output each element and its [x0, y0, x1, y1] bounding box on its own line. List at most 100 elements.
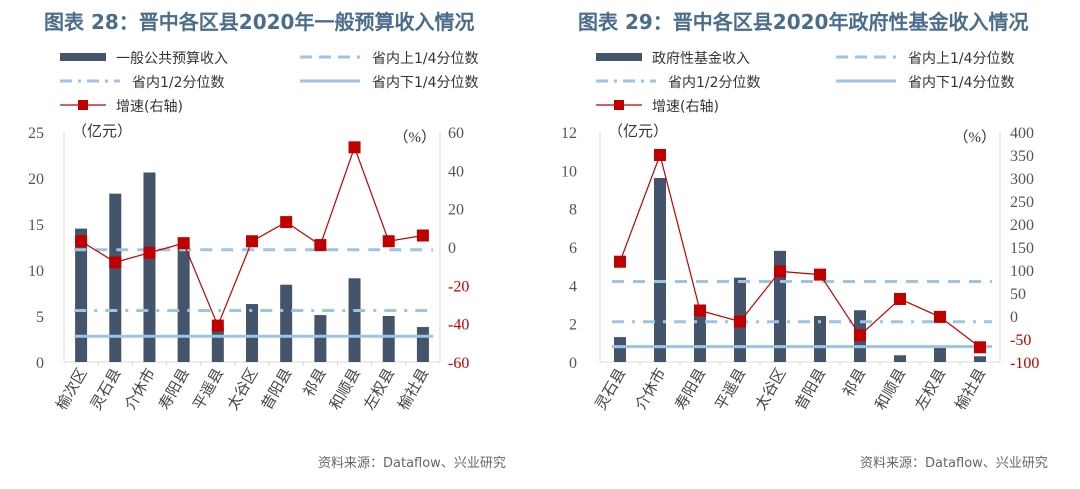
x-tick-label: 祁县: [300, 366, 330, 400]
x-tick-label: 太谷区: [224, 366, 261, 413]
source-note-2: 资料来源：Dataflow、兴业研究: [860, 456, 1048, 471]
growth-marker: [934, 310, 946, 323]
y-tick-label: 20: [28, 171, 44, 188]
y2-tick-label: 40: [448, 163, 464, 180]
x-tick-label: 寿阳县: [672, 366, 709, 413]
x-tick-label: 太谷区: [752, 366, 789, 413]
y-tick-label: 0: [36, 355, 44, 372]
bar: [348, 278, 361, 362]
growth-marker: [854, 329, 866, 342]
y-tick-label: 10: [561, 163, 577, 180]
legend-median-label: 省内1/2分位数: [132, 75, 225, 91]
bar: [143, 172, 156, 362]
legend-lower-label: 省内下1/4分位数: [372, 75, 479, 91]
bar: [109, 193, 122, 362]
chart-title-1: 图表 28：晋中各区县2020年一般预算收入情况: [44, 10, 475, 34]
y-tick-label: 2: [569, 317, 577, 334]
growth-marker: [246, 235, 258, 248]
growth-line: [619, 153, 981, 348]
growth-marker: [382, 235, 395, 248]
bar: [246, 304, 258, 362]
y2-tick-label: 350: [1010, 148, 1034, 165]
x-tick-label: 平遥县: [712, 366, 749, 413]
x-tick-label: 介休市: [632, 366, 669, 413]
y-tick-label: 0: [569, 355, 577, 372]
growth-marker: [280, 216, 293, 229]
growth-marker: [211, 319, 224, 332]
chart-title-2: 图表 29：晋中各区县2020年政府性基金收入情况: [578, 10, 1029, 34]
growth-marker: [614, 255, 626, 268]
legend-bar-swatch: [596, 53, 642, 61]
legend-upper-label: 省内上1/4分位数: [372, 51, 479, 67]
x-tick-label: 祁县: [840, 366, 870, 400]
x-tick-label: 灵石县: [592, 366, 629, 413]
x-tick-label: 左权县: [361, 366, 398, 413]
y2-tick-label: 20: [448, 202, 464, 219]
legend-bar-swatch: [60, 53, 106, 61]
bar: [774, 250, 786, 362]
y2-tick-label: -40: [448, 317, 469, 334]
growth-marker: [654, 149, 666, 161]
y-tick-label: 4: [569, 278, 577, 295]
y2-tick-label: 150: [1010, 240, 1034, 257]
legend-median-label: 省内1/2分位数: [668, 75, 761, 91]
bar: [211, 327, 224, 362]
y-tick-label: 10: [28, 263, 44, 280]
y-tick-label: 15: [28, 217, 44, 234]
bar: [75, 228, 88, 362]
bar: [654, 178, 666, 362]
growth-marker: [734, 315, 746, 328]
y-tick-label: 25: [28, 125, 44, 142]
x-tick-label: 介休市: [122, 366, 159, 413]
y-tick-label: 8: [569, 202, 577, 219]
left-unit-label: （亿元）: [72, 123, 132, 140]
x-tick-label: 榆次区: [53, 366, 90, 413]
bar: [416, 327, 429, 362]
y2-tick-label: 250: [1010, 194, 1034, 211]
x-tick-label: 和顺县: [872, 366, 909, 413]
growth-marker: [75, 235, 88, 248]
bar: [382, 316, 395, 362]
legend-growth-label: 增速(右轴): [652, 99, 719, 115]
bar: [894, 355, 906, 362]
growth-marker: [694, 304, 706, 317]
growth-marker: [314, 239, 327, 252]
bar: [177, 244, 190, 362]
legend-growth-marker: [78, 100, 88, 110]
y2-tick-label: 60: [448, 125, 464, 142]
legend-bar-label: 政府性基金收入: [652, 50, 750, 67]
growth-marker: [177, 237, 190, 250]
legend-bar-label: 一般公共预算收入: [116, 51, 228, 67]
legend-upper-label: 省内上1/4分位数: [908, 51, 1015, 67]
x-tick-label: 平遥县: [190, 366, 227, 413]
left-unit-label: （亿元）: [608, 123, 668, 140]
y2-tick-label: 0: [1010, 309, 1018, 326]
bar: [314, 315, 327, 362]
x-tick-label: 榆社县: [395, 366, 432, 413]
x-tick-label: 榆社县: [952, 366, 989, 413]
x-tick-label: 昔阳县: [792, 366, 829, 413]
y2-tick-label: 300: [1010, 171, 1034, 188]
legend-growth-label: 增速(右轴): [116, 99, 183, 115]
growth-marker: [416, 229, 429, 242]
growth-marker: [774, 265, 786, 278]
y2-tick-label: 0: [448, 240, 456, 257]
bar: [614, 337, 626, 362]
growth-marker: [348, 141, 361, 154]
y-tick-label: 5: [36, 309, 44, 326]
growth-marker: [814, 268, 826, 281]
x-tick-label: 和顺县: [327, 366, 364, 413]
y2-tick-label: -100: [1010, 355, 1039, 372]
bar: [814, 316, 826, 362]
x-tick-label: 左权县: [912, 366, 949, 413]
x-tick-label: 昔阳县: [258, 366, 295, 413]
right-unit-label: （%）: [394, 129, 437, 146]
y2-tick-label: 200: [1010, 217, 1034, 234]
legend-lower-label: 省内下1/4分位数: [908, 75, 1015, 91]
x-tick-label: 寿阳县: [156, 366, 193, 413]
right-unit-label: （%）: [954, 129, 997, 146]
growth-marker: [974, 341, 986, 354]
y-tick-label: 12: [561, 125, 577, 142]
y-tick-label: 6: [569, 240, 577, 257]
